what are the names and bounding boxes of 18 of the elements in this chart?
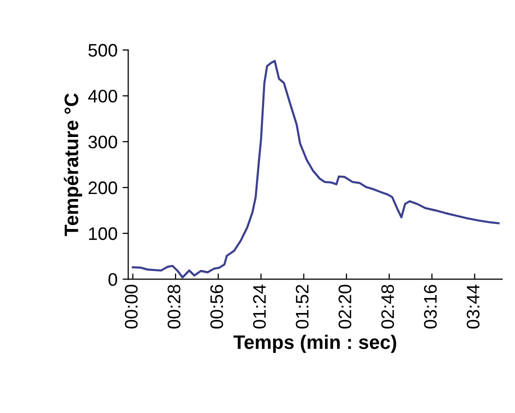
x-tick-label: 02:48 xyxy=(381,284,394,329)
x-tick-label: 00:28 xyxy=(168,284,180,329)
x-tick-label: 00:00 xyxy=(124,284,138,329)
x-tick-label: 01:52 xyxy=(296,284,309,329)
y-tick-label: 500 xyxy=(88,44,118,57)
x-axis-title: Temps (min : sec) xyxy=(233,334,396,353)
y-tick-label: 400 xyxy=(88,90,118,103)
y-tick-label: 100 xyxy=(89,227,118,240)
y-tick-label: 200 xyxy=(88,181,118,194)
x-tick-label: 01:24 xyxy=(253,284,266,329)
y-tick-label: 0 xyxy=(108,273,118,286)
y-tick-label: 300 xyxy=(88,136,118,148)
x-tick-label: 02:20 xyxy=(338,284,352,329)
y-axis-title: Température °C xyxy=(64,93,82,236)
line-series xyxy=(132,60,500,278)
x-tick-label: 03:44 xyxy=(466,284,480,329)
x-tick-label: 00:56 xyxy=(210,284,224,329)
x-tick-label: 03:16 xyxy=(424,284,437,329)
